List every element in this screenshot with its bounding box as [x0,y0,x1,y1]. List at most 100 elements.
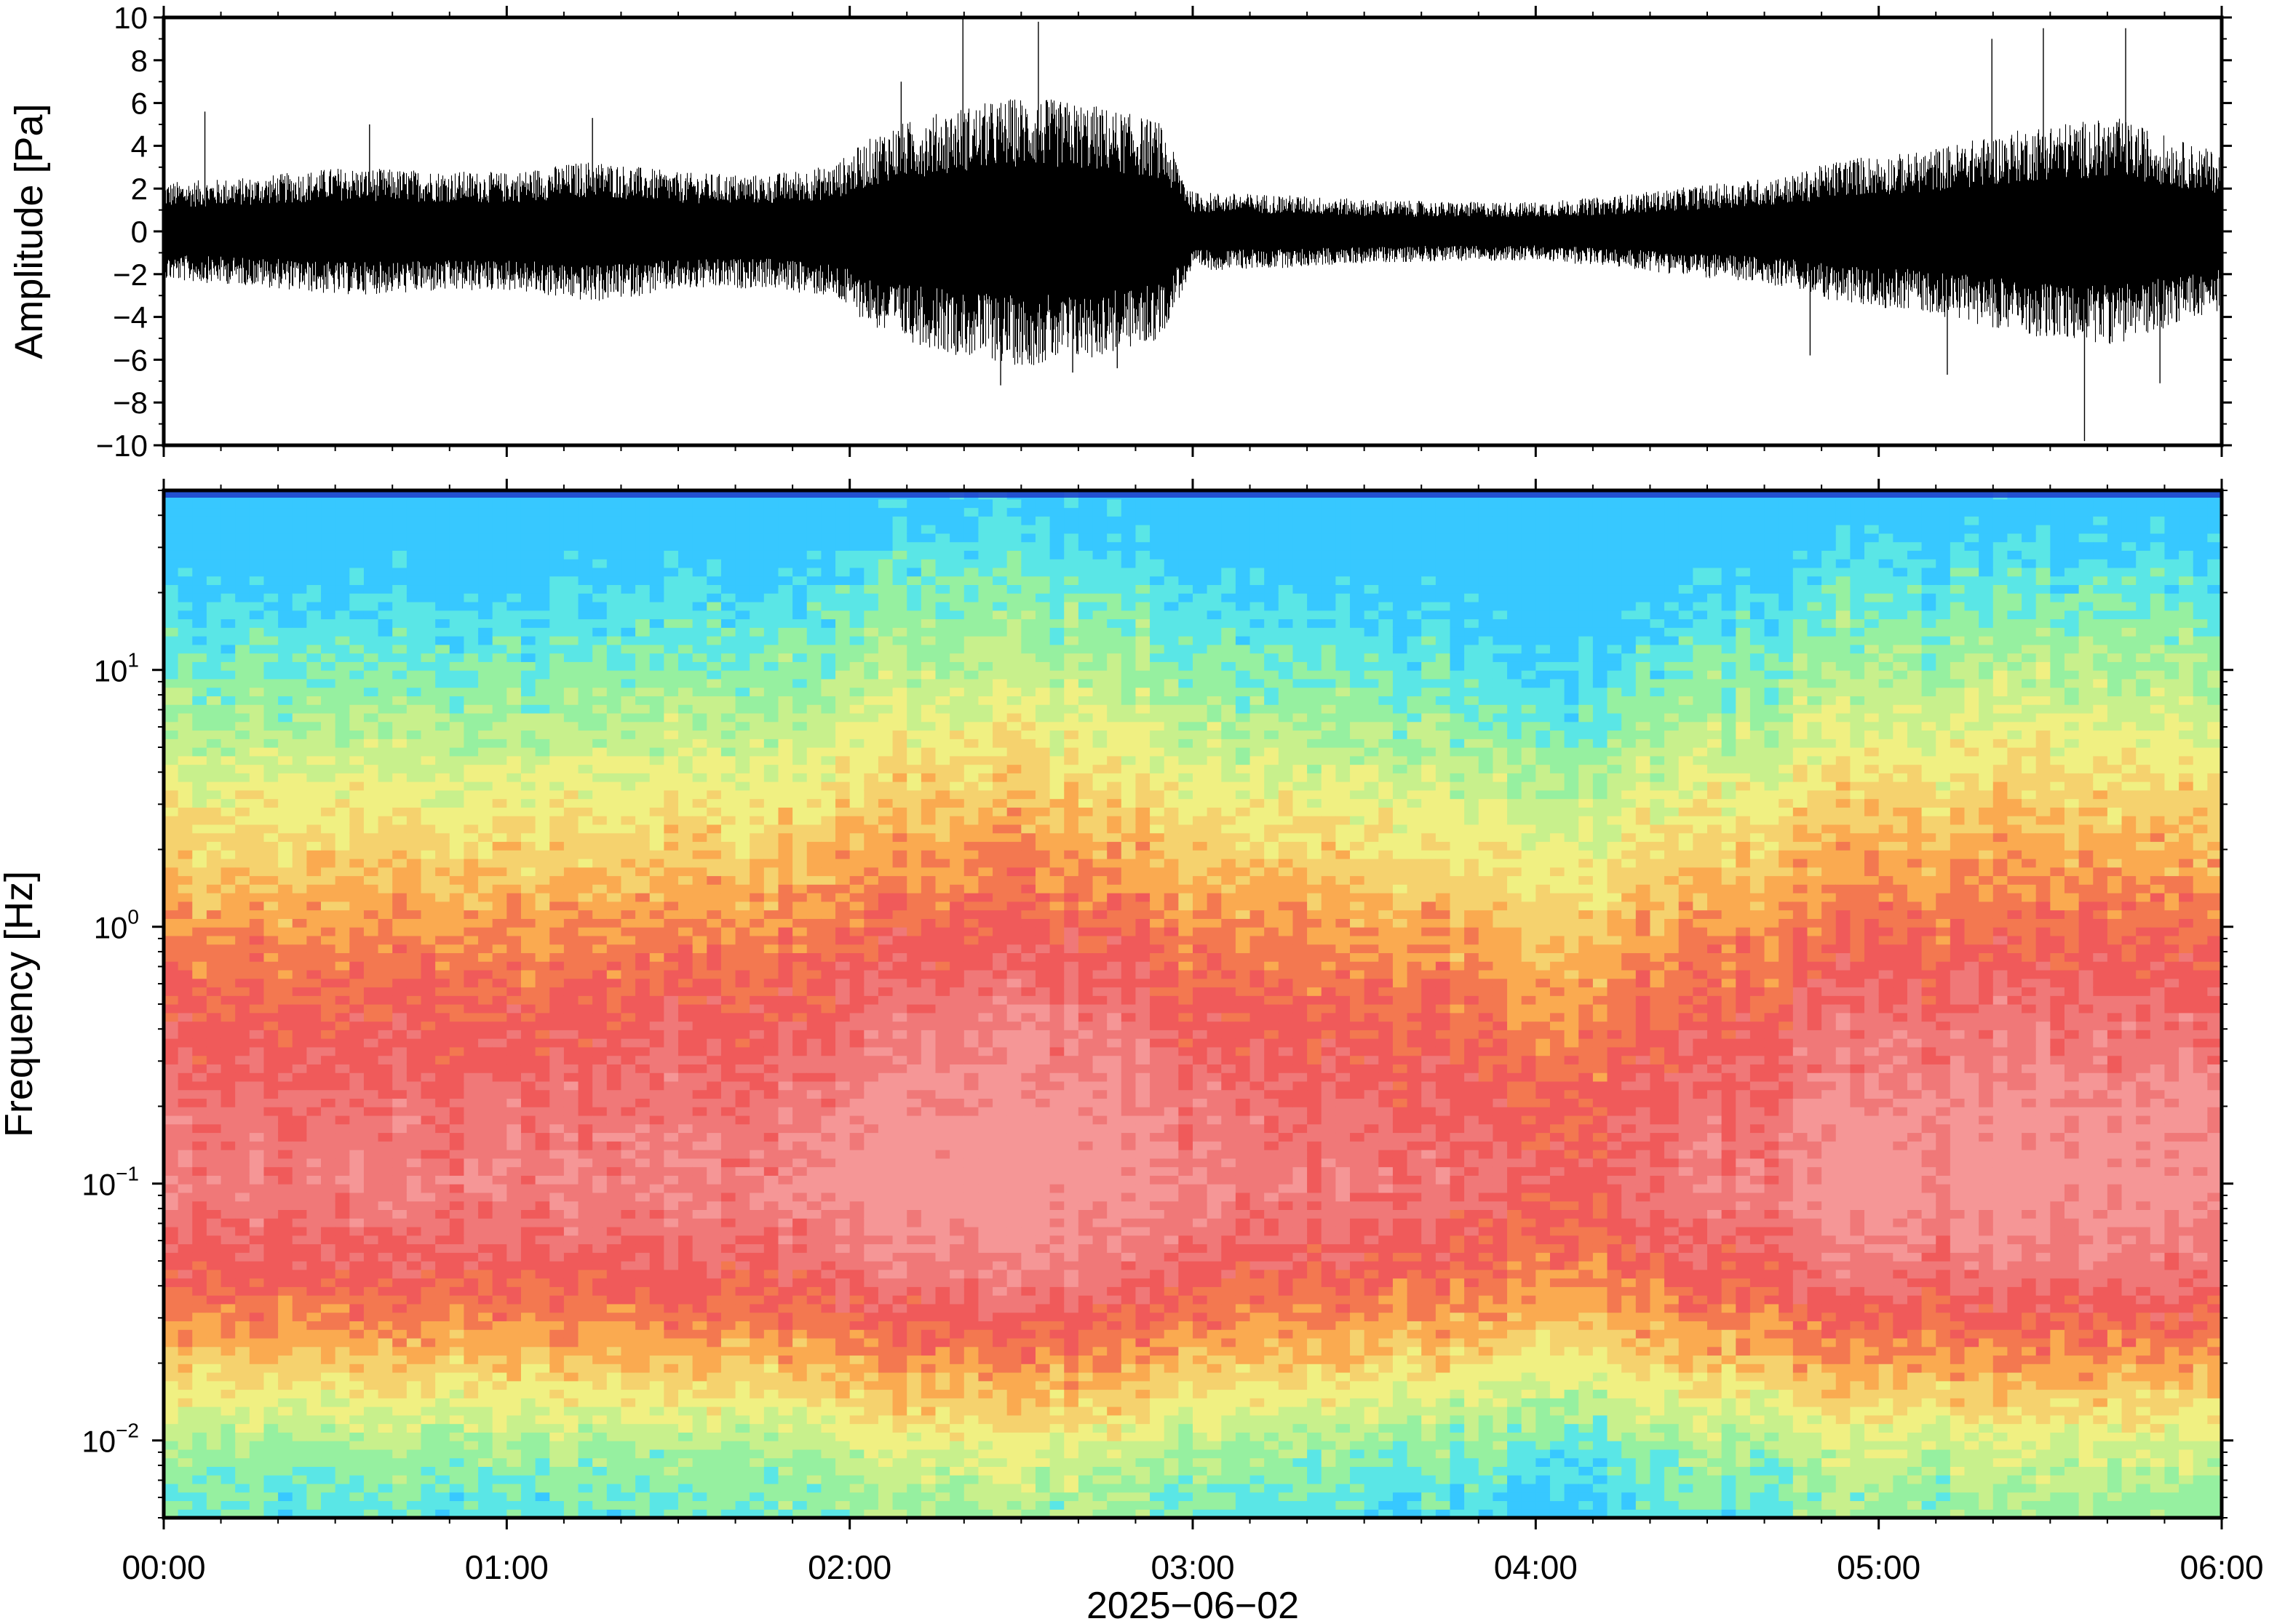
spectrogram-cell [592,961,608,971]
spectrogram-cell [678,1080,694,1091]
spectrogram-cell [621,1278,636,1287]
spectrogram-cell [549,1098,565,1107]
spectrogram-cell [492,516,507,525]
spectrogram-cell [649,858,664,868]
spectrogram-cell [720,850,736,859]
spectrogram-cell [707,875,722,885]
spectrogram-cell [206,850,222,859]
spectrogram-cell [249,533,265,543]
spectrogram-cell [720,884,736,893]
spectrogram-cell [692,918,707,928]
spectrogram-cell [392,875,408,885]
spectrogram-cell [363,816,379,825]
spectrogram-cell [392,1398,408,1407]
spectrogram-cell [449,909,465,919]
spectrogram-cell [235,712,250,723]
spectrogram-cell [235,1123,250,1134]
spectrogram-cell [220,1355,236,1364]
spectrogram-cell [406,696,422,705]
spectrogram-cell [292,995,307,1005]
spectrogram-cell [292,618,307,628]
spectrogram-cell [220,1166,236,1176]
spectrogram-cell [606,661,622,671]
spectrogram-cell [278,1150,293,1159]
spectrogram-cell [349,584,365,594]
spectrogram-cell [635,498,651,509]
spectrogram-cell [707,935,722,945]
spectrogram-cell [520,1312,536,1321]
spectrogram-cell [635,798,651,808]
spectrogram-cell [349,507,365,517]
spectrogram-cell [249,1080,265,1091]
spectrogram-cell [220,978,236,988]
spectrogram-cell [435,1321,450,1330]
spectrogram-cell [664,550,679,560]
spectrogram-cell [449,1269,465,1279]
spectrogram-cell [506,1252,522,1262]
spectrogram-cell [192,687,207,696]
spectrogram-cell [464,1457,479,1467]
spectrogram-cell [378,1115,393,1125]
spectrogram-cell [549,576,565,586]
spectrogram-cell [449,755,465,765]
spectrogram-cell [363,1406,379,1416]
spectrogram-cell [278,1012,293,1022]
spectrogram-cell [164,1175,179,1185]
spectrogram-cell [435,747,450,757]
spectrogram-cell [306,824,322,834]
spectrogram-cell [549,909,565,919]
spectrogram-cell [492,841,507,851]
spectrogram-cell [678,961,694,971]
spectrogram-cell [664,755,679,765]
spectrogram-cell [449,824,465,834]
spectrogram-cell [392,1012,408,1022]
spectrogram-cell [707,1192,722,1202]
spectrogram-cell [435,875,450,885]
spectrogram-cell [235,789,250,800]
spectrogram-cell [606,1123,622,1134]
spectrogram-cell [464,593,479,602]
spectrogram-cell [421,1406,436,1416]
spectrogram-cell [435,525,450,534]
spectrogram-cell [164,1337,179,1348]
spectrogram-cell [278,935,293,945]
spectrogram-cell [649,773,664,782]
spectrogram-cell [349,747,365,757]
spectrogram-cell [606,1226,622,1236]
spectrogram-cell [535,789,550,800]
spectrogram-cell [592,576,608,586]
spectrogram-cell [606,1441,622,1450]
spectrogram-cell [335,764,350,773]
spectrogram-cell [321,601,336,611]
spectrogram-cell [635,1346,651,1356]
spectrogram-cell [306,944,322,953]
spectrogram-cell [464,755,479,765]
spectrogram-cell [421,1423,436,1433]
spectrogram-cell [363,1080,379,1091]
spectrogram-cell [464,1406,479,1416]
spectrogram-cell [692,1303,707,1313]
spectrogram-cell [606,1080,622,1091]
spectrogram-cell [263,969,279,979]
spectrogram-cell [435,678,450,688]
spectrogram-cell [720,1123,736,1134]
spectrogram-cell [292,498,307,509]
spectrogram-cell [492,678,507,688]
spectrogram-cell [392,1295,408,1305]
spectrogram-cell [720,841,736,851]
spectrogram-cell [164,1055,179,1064]
spectrogram-cell [592,1329,608,1339]
spectrogram-cell [635,653,651,662]
spectrogram-cell [720,712,736,723]
spectrogram-cell [349,1252,365,1262]
spectrogram-cell [406,1080,422,1091]
spectrogram-cell [592,1150,608,1159]
spectrogram-cell [592,550,608,560]
spectrogram-cell [435,739,450,748]
spectrogram-cell [435,1372,450,1382]
spectrogram-cell [235,1098,250,1107]
spectrogram-cell [592,1004,608,1014]
spectrogram-cell [406,533,422,543]
spectrogram-cell [206,1115,222,1125]
spectrogram-cell [192,1080,207,1091]
